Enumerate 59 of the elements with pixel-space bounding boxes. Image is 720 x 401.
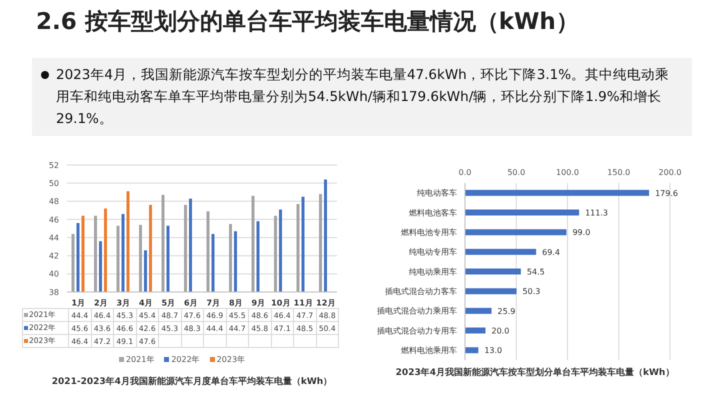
x-tick-label: 7月 — [206, 298, 220, 308]
x-tick-label: 11月 — [294, 298, 313, 308]
x-tick-label: 10月 — [271, 298, 290, 308]
y-tick-label: 纯电动专用车 — [409, 248, 457, 257]
text: 2021年 — [126, 355, 154, 364]
x-tick-label: 5月 — [161, 298, 176, 308]
bar — [465, 190, 650, 196]
x-tick-label: 6月 — [184, 298, 198, 308]
bar — [465, 268, 521, 275]
x-tick-label: 50.0 — [507, 168, 526, 177]
bar — [465, 229, 566, 236]
y-tick-label: 40 — [48, 270, 59, 279]
y-tick-label: 燃料电池专用车 — [401, 228, 457, 238]
data-label: 50.3 — [522, 287, 540, 296]
x-tick-label: 8月 — [228, 298, 243, 308]
data-label: 20.0 — [492, 326, 510, 336]
x-tick-label: 3月 — [116, 298, 130, 308]
y-tick-label: 48 — [48, 197, 59, 206]
y-tick-label: 插电式混合动力乘用车 — [377, 306, 457, 316]
x-tick-label: 0.0 — [458, 168, 472, 177]
data-label: 99.0 — [572, 228, 590, 238]
bar — [465, 308, 492, 314]
data-label: 69.4 — [542, 248, 560, 257]
x-tick-label: 4月 — [138, 298, 153, 308]
bar — [465, 248, 536, 255]
y-tick-label: 50 — [48, 178, 59, 188]
y-tick-label: 插电式混合动力专用车 — [377, 326, 457, 336]
y-tick-label: 燃料电池客车 — [409, 208, 457, 218]
x-tick-label: 9月 — [251, 298, 266, 308]
bar — [465, 347, 478, 354]
text: 2021-2023年4月我国新能源汽车月度单台车平均装车电量（kWh） — [50, 375, 334, 388]
y-tick-label: 38 — [48, 288, 59, 297]
x-tick-label: 2月 — [94, 298, 108, 308]
x-tick-label: 12月 — [316, 298, 336, 308]
text: 2023年4月，我国新能源汽车按车型划分的平均装车电量47.6kWh，环比下降3.1%。其中纯电动乘用车和纯电动客车单车平均带电量分别为54.5kWh/辆和179.6kWh/辆，环比分别下降1.9%和增长29.1%。 — [32, 58, 692, 136]
text: 2.6 按车型划分的单台车平均装车电量情况（kWh） — [36, 8, 579, 37]
y-tick-label: 52 — [48, 160, 59, 170]
text: 2023年 — [216, 355, 246, 364]
x-tick-label: 200.0 — [658, 168, 682, 177]
bar — [465, 328, 486, 334]
bar — [465, 288, 517, 294]
data-label: 179.6 — [655, 188, 678, 198]
x-tick-label: 1月 — [71, 298, 86, 308]
text: 2023年4月我国新能源汽车按车型划分单台车平均装车电量（kWh） — [394, 366, 676, 379]
data-label: 111.3 — [585, 208, 608, 218]
data-label: 54.5 — [526, 268, 545, 277]
data-label: 13.0 — [484, 346, 502, 356]
y-tick-label: 纯电动乘用车 — [409, 267, 457, 276]
x-tick-label: 150.0 — [607, 168, 630, 177]
y-tick-label: 纯电动客车 — [417, 188, 457, 198]
data-label: 25.9 — [498, 306, 516, 316]
y-tick-label: 46 — [48, 215, 59, 224]
y-tick-label: 插电式混合动力客车 — [385, 287, 457, 296]
text: 2022年 — [171, 355, 200, 364]
x-tick-label: 100.0 — [556, 168, 579, 177]
y-tick-label: 44 — [48, 233, 59, 242]
bar — [465, 210, 580, 216]
y-tick-label: 燃料电池乘用车 — [401, 346, 457, 356]
y-tick-label: 42 — [48, 252, 59, 261]
